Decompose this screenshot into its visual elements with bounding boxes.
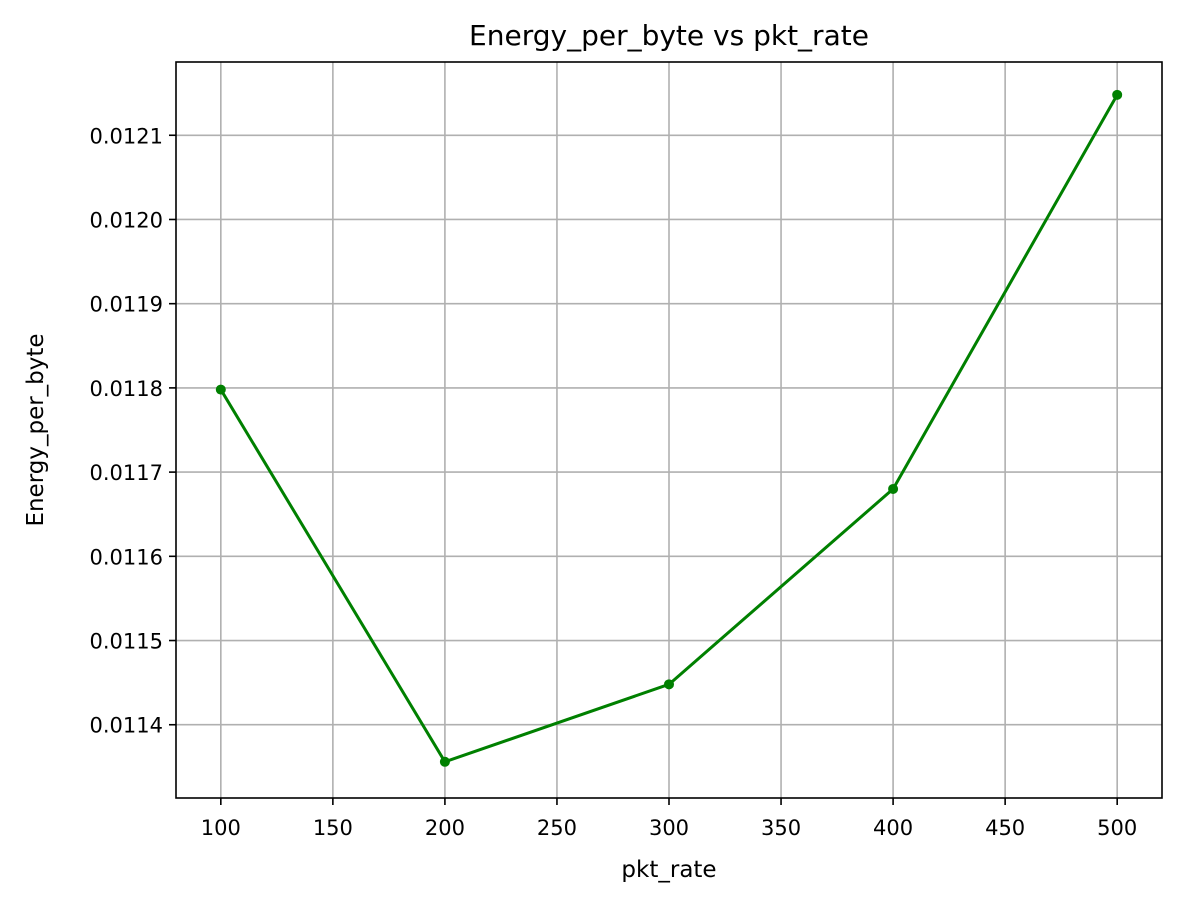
data-point (439, 756, 450, 767)
y-tick-label: 0.0117 (90, 461, 163, 485)
x-tick-label: 150 (313, 816, 353, 840)
chart-title: Energy_per_byte vs pkt_rate (469, 19, 869, 52)
x-tick-label: 500 (1097, 816, 1137, 840)
y-tick-label: 0.0118 (90, 377, 163, 401)
y-tick-label: 0.0114 (90, 714, 163, 738)
y-tick-label: 0.0116 (90, 545, 163, 569)
x-tick-label: 400 (873, 816, 913, 840)
y-axis-label: Energy_per_byte (23, 333, 49, 526)
x-tick-label: 450 (985, 816, 1025, 840)
x-axis-label: pkt_rate (621, 857, 716, 883)
series-layer (215, 89, 1123, 767)
x-tick-label: 100 (201, 816, 241, 840)
data-point (888, 483, 899, 494)
x-tick-label: 200 (425, 816, 465, 840)
x-tick-label: 350 (761, 816, 801, 840)
y-tick-label: 0.0120 (90, 208, 163, 232)
data-point (215, 384, 226, 395)
y-tick-label: 0.0121 (90, 124, 163, 148)
y-tick-label: 0.0115 (90, 630, 163, 654)
x-tick-label: 300 (649, 816, 689, 840)
plot-frame (175, 61, 1163, 799)
grid (176, 62, 1162, 798)
data-point (1112, 89, 1123, 100)
y-tick-label: 0.0119 (90, 293, 163, 317)
axis-ticks: 100 150 200 250 300 350 400 450 500 0.0114 0.0115 0… (90, 124, 1138, 840)
data-point (664, 679, 674, 690)
x-tick-label: 250 (537, 816, 577, 840)
